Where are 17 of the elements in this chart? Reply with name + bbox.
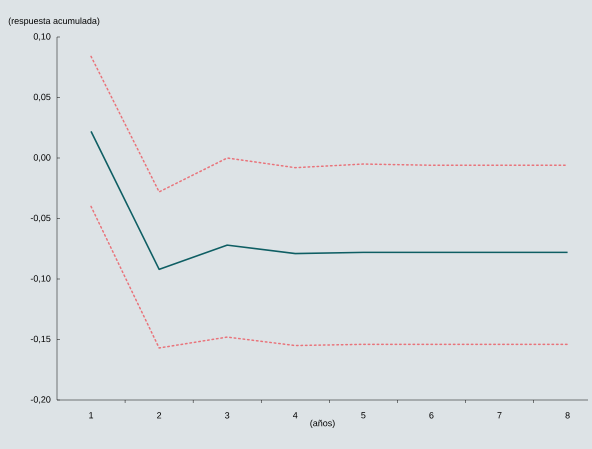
x-tick-label: 1 xyxy=(89,412,94,418)
y-tick-label: -0,05 xyxy=(30,214,50,222)
y-axis-title: (respuesta acumulada) xyxy=(8,17,100,26)
y-tick-label: 0,10 xyxy=(34,33,50,41)
x-tick-label: 8 xyxy=(565,412,570,419)
x-tick-label: 2 xyxy=(157,412,162,418)
x-tick-label: 4 xyxy=(292,412,298,418)
x-axis-title: (años) xyxy=(310,420,335,428)
y-tick-label: -0,10 xyxy=(30,275,50,283)
y-tick-label: 0,00 xyxy=(34,154,50,162)
x-tick-label: 3 xyxy=(225,412,230,419)
y-tick-label: -0,20 xyxy=(30,396,50,404)
x-tick-label: 7 xyxy=(497,412,502,418)
y-tick-label: 0,05 xyxy=(34,94,50,102)
x-tick-label: 6 xyxy=(429,412,434,419)
y-tick-label: -0,15 xyxy=(30,336,50,344)
x-tick-label: 5 xyxy=(361,412,366,418)
